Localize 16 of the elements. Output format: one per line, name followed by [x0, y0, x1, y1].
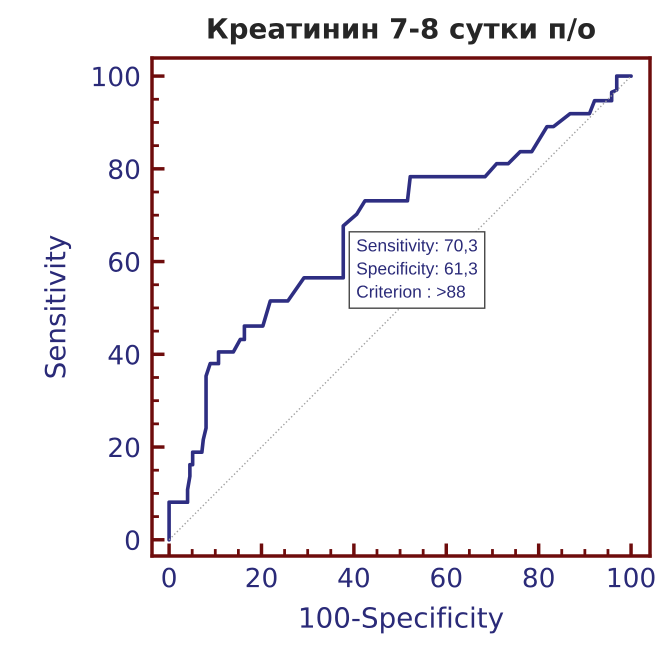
x-axis-title: 100-Specificity: [300, 606, 504, 634]
annotation: Sensitivity: 70,3 Specificity: 61,3 Criterion : >88: [356, 238, 478, 298]
x-tick-label: 80: [524, 568, 554, 588]
y-tick-label: 60: [109, 252, 140, 272]
y-tick-label: 80: [109, 159, 140, 180]
y-tick-label: 40: [108, 344, 140, 365]
y-tick-label: 100: [93, 66, 140, 86]
x-tick-label: 40: [338, 568, 369, 588]
y-tick-label: 20: [109, 437, 140, 458]
chart-title: Креатинин 7-8 сутки п/о: [208, 18, 595, 45]
y-tick-label: 0: [126, 530, 140, 550]
x-tick-label: 0: [162, 568, 176, 588]
x-tick-label: 100: [608, 568, 654, 588]
x-tick-label: 60: [431, 568, 462, 588]
x-tick-label: 20: [246, 568, 277, 588]
y-axis-title: Sensitivity: [44, 236, 72, 378]
